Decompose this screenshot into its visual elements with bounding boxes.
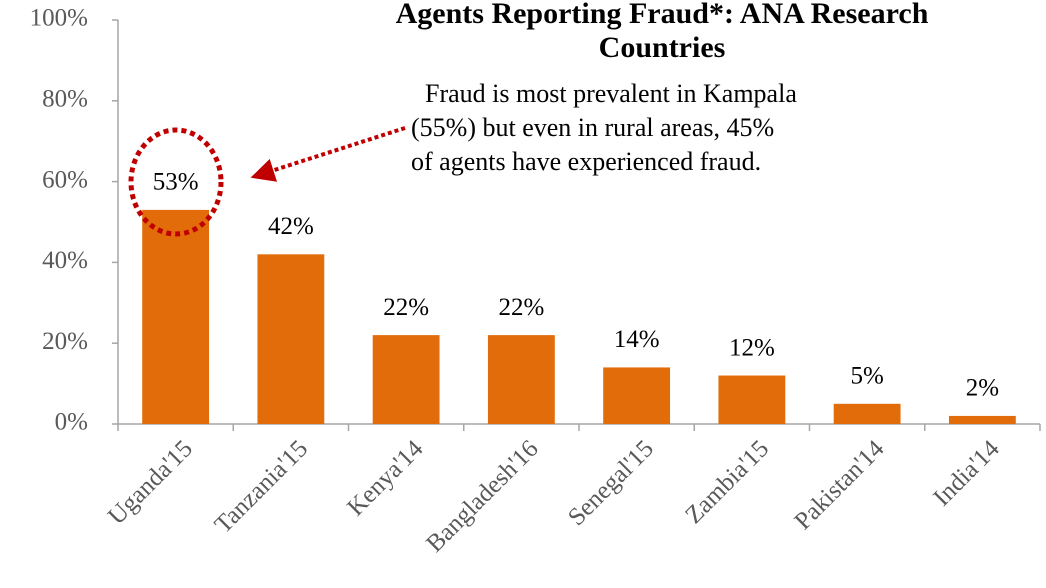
data-label: 12% [729,334,775,361]
data-label: 22% [498,294,544,321]
annotation: Fraud is most prevalent in Kampala [425,79,797,108]
x-tick-label: Senegal'15 [563,435,659,531]
y-tick-label: 80% [42,86,88,113]
annotation: of agents have experienced fraud. [411,147,761,176]
y-tick-label: 20% [42,328,88,355]
bar [142,209,210,424]
decoration [128,126,406,237]
data-label: 42% [268,213,314,240]
y-tick-label: 60% [42,166,88,193]
x-tick-label: Uganda'15 [103,435,198,530]
chart-title: Agents Reporting Fraud*: ANA Research [396,0,929,30]
chart-title: Countries [599,31,726,64]
x-tick-label: Pakistan'14 [790,435,890,535]
bar [948,415,1016,424]
x-tick-label: Kenya'14 [342,435,428,521]
x-tick-label: Zambia'15 [680,435,774,529]
annotation: (55%) but even in rural areas, 45% [411,113,774,142]
bar [833,403,901,424]
arrow [250,126,406,182]
y-tick-label: 100% [30,5,88,32]
data-label: 2% [966,375,999,402]
data-label: 53% [153,169,199,196]
highlight-circle [128,127,224,237]
data-label: 14% [614,326,660,353]
bar [603,367,671,424]
x-tick-label: Tanzania'15 [210,435,314,539]
bar [718,375,786,424]
y-tick-label: 40% [42,247,88,274]
bar [372,335,440,424]
x-tick-label: India'14 [928,435,1005,512]
bar [487,335,555,424]
y-tick-label: 0% [55,409,88,436]
data-label: 22% [383,294,429,321]
data-label: 5% [850,363,883,390]
bar [257,254,325,424]
x-tick-label: Bangladesh'16 [421,435,543,557]
